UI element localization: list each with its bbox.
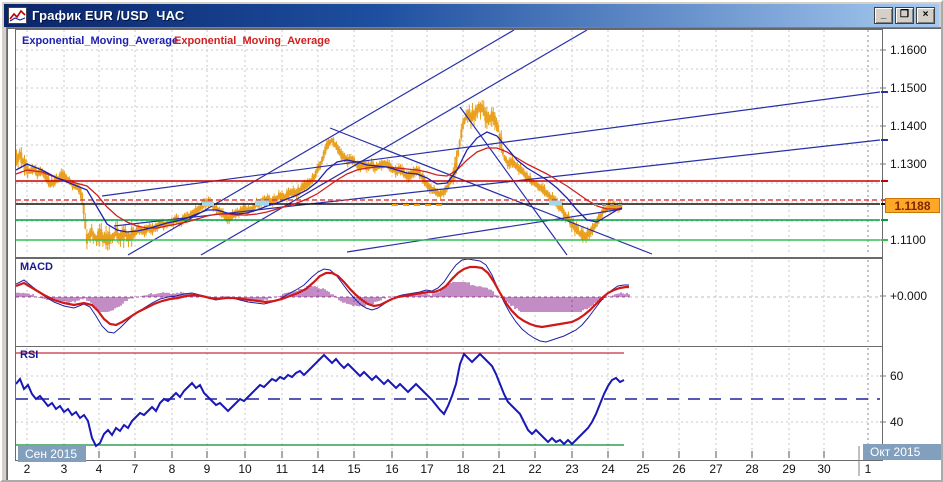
rsi-40-label: 40 (890, 415, 904, 429)
date-label: 24 (601, 462, 615, 476)
date-label: 26 (672, 462, 686, 476)
price-label: 1.1100 (890, 233, 926, 247)
macd-panel[interactable] (15, 258, 883, 347)
maximize-button[interactable]: ❐ (895, 7, 914, 24)
price-label: 1.1600 (890, 43, 927, 57)
date-label: 3 (60, 462, 68, 476)
date-label: 27 (709, 462, 723, 476)
date-label: 16 (385, 462, 399, 476)
date-label: 11 (275, 462, 289, 476)
current-price-badge: 1.1188 (885, 198, 940, 213)
legend-ema-slow: Exponential_Moving_Average (174, 35, 331, 47)
window-title: График EUR /USD ЧАС (32, 8, 185, 23)
date-label: 2 (23, 462, 31, 476)
date-label: 1 (864, 462, 872, 476)
date-label: 23 (565, 462, 579, 476)
rsi-panel[interactable] (15, 346, 883, 461)
window-controls: _ ❐ × (874, 7, 935, 24)
macd-zero-label: +0.000 (890, 289, 928, 303)
date-label: 28 (745, 462, 759, 476)
date-label: 18 (456, 462, 470, 476)
date-label: 30 (817, 462, 831, 476)
date-label: 22 (528, 462, 542, 476)
date-label: 7 (131, 462, 139, 476)
date-label: 10 (238, 462, 252, 476)
date-label: 29 (782, 462, 796, 476)
title-bar[interactable]: График EUR /USD ЧАС _ ❐ × (4, 4, 939, 27)
macd-label: MACD (20, 261, 53, 273)
date-label: 25 (636, 462, 650, 476)
rsi-60-label: 60 (890, 369, 904, 383)
date-label: 17 (420, 462, 434, 476)
date-label: 8 (168, 462, 176, 476)
price-label: 1.1300 (890, 157, 927, 171)
price-chart-panel[interactable] (15, 29, 883, 258)
rsi-label: RSI (20, 349, 39, 361)
date-label: 15 (347, 462, 361, 476)
date-label: 14 (311, 462, 325, 476)
minimize-button[interactable]: _ (874, 7, 893, 24)
price-label: 1.1400 (890, 119, 927, 133)
date-label: 9 (203, 462, 211, 476)
month-label-oct: Окт 2015 (863, 444, 941, 460)
date-label: 21 (492, 462, 506, 476)
close-button[interactable]: × (916, 7, 935, 24)
chart-icon (8, 7, 27, 24)
month-label-sep: Сен 2015 (18, 446, 86, 462)
date-label: 4 (95, 462, 103, 476)
legend-ema-fast: Exponential_Moving_Average (22, 35, 179, 47)
price-label: 1.1500 (890, 81, 927, 95)
